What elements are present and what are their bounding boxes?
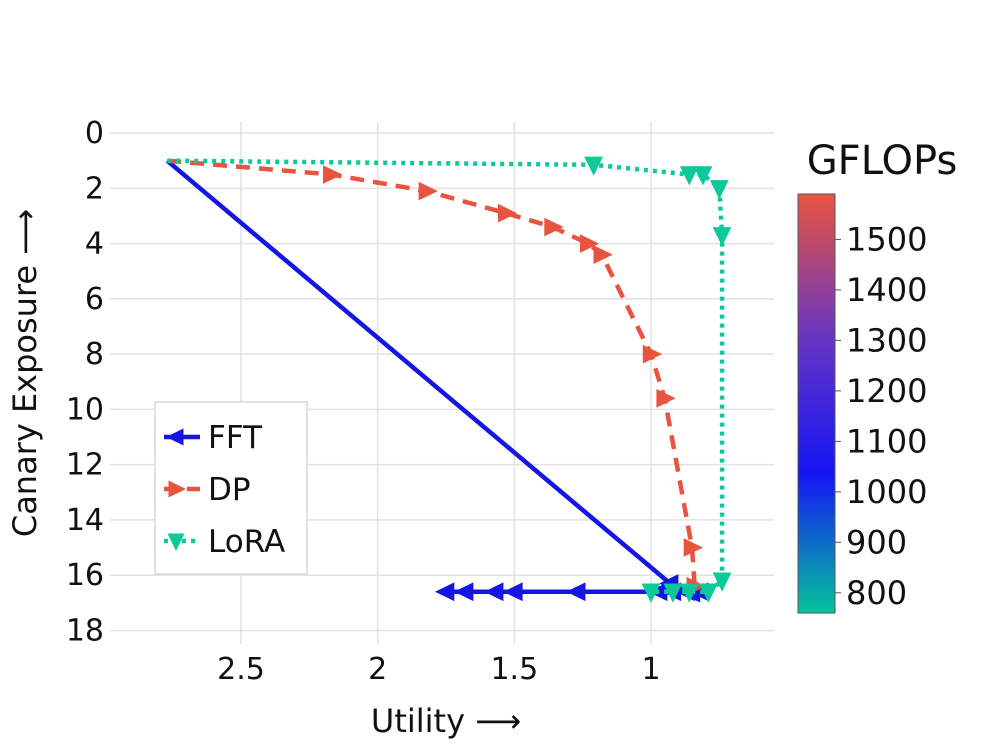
point-dp [418,181,438,201]
y-tick-label: 18 [66,613,104,648]
colorbar-title: GFLOPs [807,138,958,184]
colorbar-gradient [797,193,836,614]
legend-label-fft: FFT [208,420,263,456]
x-tick-label: 1 [641,652,660,687]
legend: FFT DP LoRA [154,401,308,575]
x-axis-ticks: 2.5 2 1.5 1 [217,636,661,687]
y-tick-label: 12 [66,448,104,483]
legend-item-dp: DP [164,472,251,508]
point-dp [323,165,343,184]
x-axis-title: Utility ⟶ [371,702,521,740]
colorbar-tick-label: 1000 [846,473,927,511]
point-dp [579,234,600,253]
y-tick-label: 6 [85,282,104,317]
colorbar-tick-label: 800 [846,574,907,612]
legend-marker-dp [168,480,186,498]
point-lora [710,180,729,200]
y-tick-label: 8 [85,337,104,372]
point-dp [656,389,676,408]
legend-label-dp: DP [208,472,251,508]
y-axis-ticks: 0 2 4 6 8 10 12 14 16 18 [66,116,118,648]
x-tick-label: 2.5 [217,652,265,687]
colorbar-tick-label: 1500 [846,220,927,258]
colorbar-tick-label: 900 [846,523,907,561]
point-dp [683,538,703,557]
point-fft [566,582,586,602]
legend-marker-fft [166,428,184,446]
series-lora [167,156,732,603]
y-tick-label: 10 [66,392,104,427]
y-axis-title: Canary Exposure ⟶ [6,209,44,537]
colorbar-tick-label: 1200 [846,372,927,410]
legend-item-lora: LoRA [164,524,285,560]
point-fft [484,582,504,602]
y-tick-label: 2 [85,171,104,206]
plot-series [165,156,732,603]
point-dp [593,245,613,264]
point-dp [544,217,564,237]
x-tick-label: 1.5 [490,652,538,687]
series-line-dp [167,158,697,587]
x-tick-label: 2 [368,652,387,687]
point-fft [454,582,474,602]
colorbar: GFLOPs 800 900 1000 1100 1200 1300 1400 1500 [797,138,958,614]
point-fft [503,582,523,602]
y-tick-label: 16 [66,558,104,593]
point-lora [679,166,699,186]
colorbar-tick-label: 1300 [846,321,927,359]
colorbar-tick-label: 1400 [846,271,927,309]
point-lora [712,572,732,592]
point-lora [584,156,603,176]
colorbar-tick-label: 1100 [846,422,927,460]
legend-marker-lora [167,533,185,551]
point-lora [663,583,683,603]
y-tick-label: 14 [66,503,104,538]
point-dp [642,344,662,364]
legend-label-lora: LoRA [208,524,285,560]
point-lora [641,583,661,603]
point-fft [435,582,455,602]
y-tick-label: 0 [85,116,104,151]
point-lora [699,583,718,603]
point-lora [712,227,732,247]
point-dp [497,203,518,223]
legend-item-fft: FFT [164,420,263,456]
point-lora [679,583,699,603]
point-lora [693,166,713,186]
y-tick-label: 4 [85,227,104,262]
